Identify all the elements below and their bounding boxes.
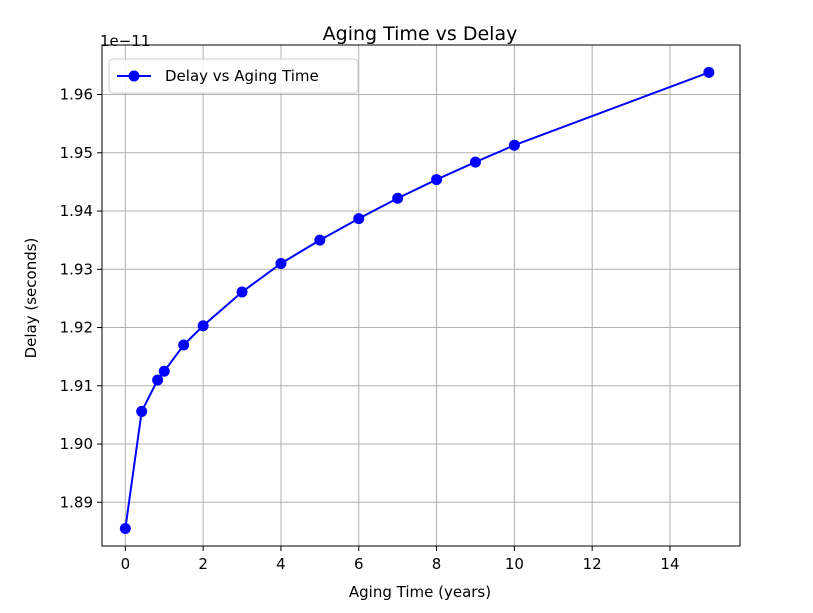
chart-title: Aging Time vs Delay (323, 23, 518, 45)
legend: Delay vs Aging Time (108, 58, 359, 94)
axis-ticks: 0 2 4 6 8 10 12 14 1.89 1.90 1.91 1.92 1.93 1.94 1.95 1… (60, 86, 680, 573)
x-tick-label: 12 (583, 555, 602, 573)
data-point (469, 156, 481, 168)
series-line (124, 71, 710, 529)
x-tick-label: 6 (354, 555, 364, 573)
y-tick-label: 1.92 (60, 319, 93, 337)
plot-frame (101, 44, 741, 547)
grid (102, 45, 740, 546)
y-tick-label: 1.95 (60, 144, 93, 162)
y-tick-label: 1.94 (60, 202, 93, 220)
plot-area (119, 66, 715, 535)
legend-marker-sample (128, 70, 140, 82)
x-tick-label: 10 (505, 555, 524, 573)
data-point (236, 286, 248, 298)
data-point (152, 374, 164, 386)
data-point (275, 257, 287, 269)
y-tick-label: 1.96 (60, 86, 93, 104)
legend-label: Delay vs Aging Time (165, 67, 319, 85)
x-tick-label: 14 (660, 555, 679, 573)
data-point (119, 523, 131, 535)
x-tick-label: 2 (198, 555, 208, 573)
data-point (508, 139, 520, 151)
y-axis-label: Delay (seconds) (22, 238, 40, 359)
y-tick-label: 1.89 (60, 493, 93, 511)
data-point (431, 174, 443, 186)
x-tick-label: 4 (276, 555, 286, 573)
data-point (392, 192, 404, 204)
x-tick-label: 0 (121, 555, 131, 573)
data-point (353, 213, 365, 225)
y-tick-label: 1.90 (60, 435, 93, 453)
data-point (178, 339, 190, 351)
y-tick-label: 1.91 (60, 377, 93, 395)
data-point (197, 320, 209, 332)
data-point (314, 234, 326, 246)
data-point (136, 405, 148, 417)
x-tick-label: 8 (432, 555, 442, 573)
legend-box (108, 58, 359, 94)
data-point (158, 365, 170, 377)
data-point (703, 66, 715, 78)
y-tick-label: 1.93 (60, 260, 93, 278)
x-axis-label: Aging Time (years) (349, 583, 491, 601)
